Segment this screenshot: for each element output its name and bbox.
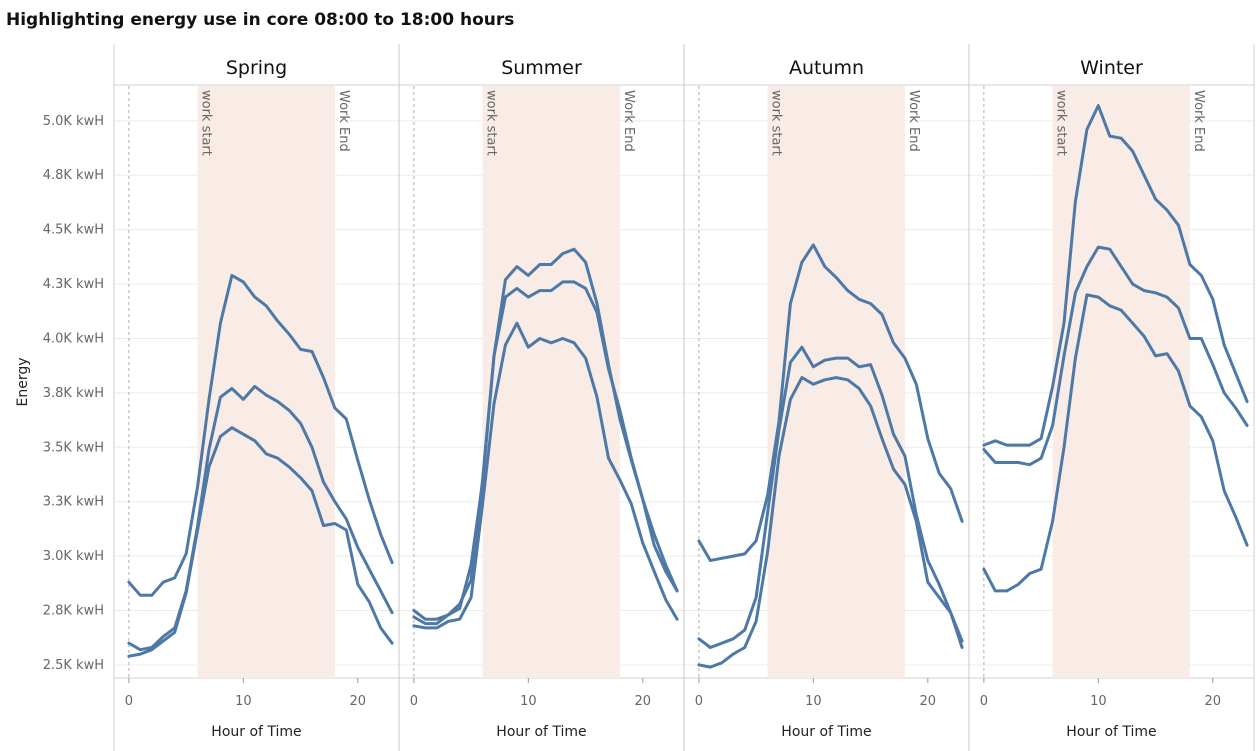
y-axis-title: Energy <box>15 357 31 406</box>
x-tick-label: 20 <box>635 694 652 709</box>
work-start-label: work start <box>1054 90 1069 156</box>
x-tick-label: 10 <box>805 694 822 709</box>
y-tick-label: 4.0K kwH <box>43 331 104 346</box>
panel-title: Summer <box>501 57 582 79</box>
series-line <box>697 243 964 562</box>
x-tick-label: 0 <box>125 694 133 709</box>
x-axis-title: Hour of Time <box>211 724 301 740</box>
series-line <box>127 273 394 597</box>
x-tick-label: 0 <box>410 694 418 709</box>
x-axis-title: Hour of Time <box>496 724 586 740</box>
work-end-label: Work End <box>336 90 351 152</box>
core-hours-band <box>482 86 620 678</box>
x-tick-label: 10 <box>520 694 537 709</box>
series-line <box>982 104 1249 447</box>
series-line <box>127 384 394 652</box>
series-line <box>412 321 679 630</box>
core-hours-band <box>197 86 335 678</box>
series-line <box>982 293 1249 593</box>
series-line <box>697 345 964 649</box>
x-tick-label: 0 <box>695 694 703 709</box>
chart-title: Highlighting energy use in core 08:00 to… <box>6 10 515 30</box>
x-tick-label: 0 <box>980 694 988 709</box>
panel-title: Spring <box>226 57 287 79</box>
x-tick-label: 10 <box>1090 694 1107 709</box>
core-hours-band <box>767 86 905 678</box>
work-start-label: work start <box>484 90 499 156</box>
series-line <box>412 280 679 621</box>
x-axis-title: Hour of Time <box>781 724 871 740</box>
y-tick-label: 5.0K kwH <box>43 114 104 129</box>
y-tick-label: 2.5K kwH <box>43 658 104 673</box>
series-line <box>982 245 1249 467</box>
series-line <box>697 376 964 669</box>
panel-title: Winter <box>1080 57 1143 79</box>
core-hours-band <box>1052 86 1190 678</box>
y-tick-label: 3.5K kwH <box>43 440 104 455</box>
work-end-label: Work End <box>1191 90 1206 152</box>
y-tick-label: 4.5K kwH <box>43 223 104 238</box>
y-tick-label: 4.8K kwH <box>43 168 104 183</box>
work-start-label: work start <box>199 90 214 156</box>
y-tick-label: 3.8K kwH <box>43 386 104 401</box>
panel-title: Autumn <box>789 57 864 79</box>
x-tick-label: 20 <box>350 694 367 709</box>
series-line <box>127 426 394 658</box>
x-tick-label: 20 <box>920 694 937 709</box>
x-axis-title: Hour of Time <box>1066 724 1156 740</box>
x-tick-label: 20 <box>1205 694 1222 709</box>
y-tick-label: 2.8K kwH <box>43 604 104 619</box>
y-tick-label: 4.3K kwH <box>43 277 104 292</box>
work-end-label: Work End <box>621 90 636 152</box>
work-start-label: work start <box>769 90 784 156</box>
x-tick-label: 10 <box>235 694 252 709</box>
y-tick-label: 3.3K kwH <box>43 495 104 510</box>
y-tick-label: 3.0K kwH <box>43 549 104 564</box>
work-end-label: Work End <box>906 90 921 152</box>
